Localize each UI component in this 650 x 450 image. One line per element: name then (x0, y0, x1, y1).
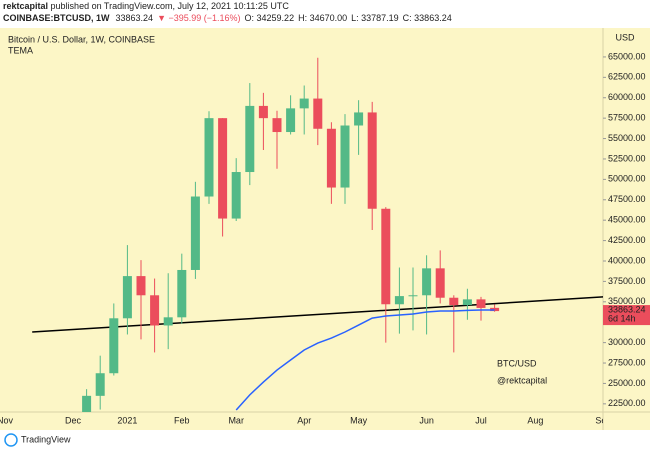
x-tick-label: Sep (595, 415, 611, 425)
candle-body (340, 125, 350, 188)
candle-body (299, 98, 309, 109)
y-tick-label: 55000.00 (608, 133, 646, 143)
candle-body (163, 317, 173, 326)
symbol: COINBASE:BTCUSD, 1W (3, 13, 110, 23)
chart-bg (0, 28, 650, 430)
y-tick-label: 35000.00 (608, 296, 646, 306)
y-tick-label: 30000.00 (608, 337, 646, 347)
ohlc-close: C: 33863.24 (403, 13, 452, 23)
y-tick-label: 57500.00 (608, 113, 646, 123)
candle-body (231, 172, 241, 219)
candle-body (136, 276, 146, 296)
y-tick-label: 62500.00 (608, 72, 646, 82)
publisher: rektcapital (3, 1, 48, 11)
x-axis: Nov Dec 2021 Feb Mar Apr May Jun Jul Aug Sep (0, 415, 611, 425)
candle-body (313, 98, 323, 129)
candle-body (381, 208, 391, 305)
countdown: 6d 14h (608, 313, 636, 323)
x-tick-label: Feb (174, 415, 190, 425)
candle-body (245, 105, 255, 173)
brand-icon (4, 433, 18, 447)
y-tick-label: 37500.00 (608, 276, 646, 286)
annotation: BTC/USD (497, 358, 537, 368)
last-price: 33863.24 (116, 13, 154, 23)
candle-body (204, 118, 214, 197)
y-tick-label: 22500.00 (608, 398, 646, 408)
candle-body (408, 295, 418, 297)
header-bg (0, 0, 650, 28)
y-tick-label: 42500.00 (608, 235, 646, 245)
price-tag (603, 305, 650, 326)
annotation: @rektcapital (497, 375, 547, 385)
y-unit: USD (615, 32, 635, 42)
y-tick-label: 25000.00 (608, 378, 646, 388)
y-tick-label: 52500.00 (608, 153, 646, 163)
y-tick-label: 40000.00 (608, 255, 646, 265)
candle-body (476, 299, 486, 308)
y-tick-label: 65000.00 (608, 51, 646, 61)
candle-body (190, 196, 200, 270)
y-tick-label: 47500.00 (608, 194, 646, 204)
candle-body (82, 395, 92, 412)
y-tick-label: 45000.00 (608, 215, 646, 225)
candle-body (272, 118, 282, 133)
header-line-1: rektcapital published on TradingView.com… (3, 1, 289, 11)
ohlc-open: O: 34259.22 (245, 13, 295, 23)
candle-body (354, 112, 364, 126)
plot-area (32, 57, 603, 412)
ohlc-low: L: 33787.19 (351, 13, 399, 23)
x-tick-label: Apr (297, 415, 311, 425)
x-tick-label: Dec (65, 415, 82, 425)
ohlc-high: H: 34670.00 (298, 13, 347, 23)
y-axis: 22500.00 25000.00 27500.00 30000.00 35000.00… (603, 51, 650, 408)
x-tick-label: May (350, 415, 368, 425)
candle-body (177, 269, 187, 318)
candle-body (95, 373, 105, 396)
x-tick-label: Mar (228, 415, 244, 425)
x-tick-label: 2021 (117, 415, 137, 425)
change: ▼ −395.99 (−1.16%) (157, 13, 240, 23)
published: published on TradingView.com, July 12, 2… (51, 1, 290, 11)
candle-body (218, 118, 228, 219)
unit-box (612, 32, 638, 44)
chart-title: Bitcoin / U.S. Dollar, 1W, COINBASE (8, 34, 155, 44)
candle-body (109, 318, 119, 374)
x-tick-label: Jul (475, 415, 487, 425)
candle-body (286, 108, 296, 133)
candle-body (435, 268, 445, 298)
candle-body (367, 112, 377, 209)
candle-body (258, 105, 268, 119)
price-tag-label: 33863.24 (608, 304, 646, 314)
y-tick-label: 50000.00 (608, 174, 646, 184)
candle-body (449, 297, 459, 306)
tema-line (235, 309, 495, 411)
y-tick-label: 60000.00 (608, 92, 646, 102)
x-tick-label: Jun (419, 415, 434, 425)
candle-body (394, 296, 404, 305)
brand: TradingView (21, 434, 71, 444)
footer-bg (0, 430, 650, 450)
indicator-name: TEMA (8, 45, 33, 55)
y-tick-label: 27500.00 (608, 357, 646, 367)
x-tick-label: Aug (527, 415, 543, 425)
x-tick-label: Nov (0, 415, 13, 425)
header-line-2: COINBASE:BTCUSD, 1W 33863.24 ▼ −395.99 (−1… (3, 13, 452, 23)
candle-body (150, 295, 160, 326)
candle-body (122, 276, 132, 319)
candle-body (462, 299, 472, 306)
candle-body (326, 128, 336, 188)
candle-body (422, 268, 432, 296)
